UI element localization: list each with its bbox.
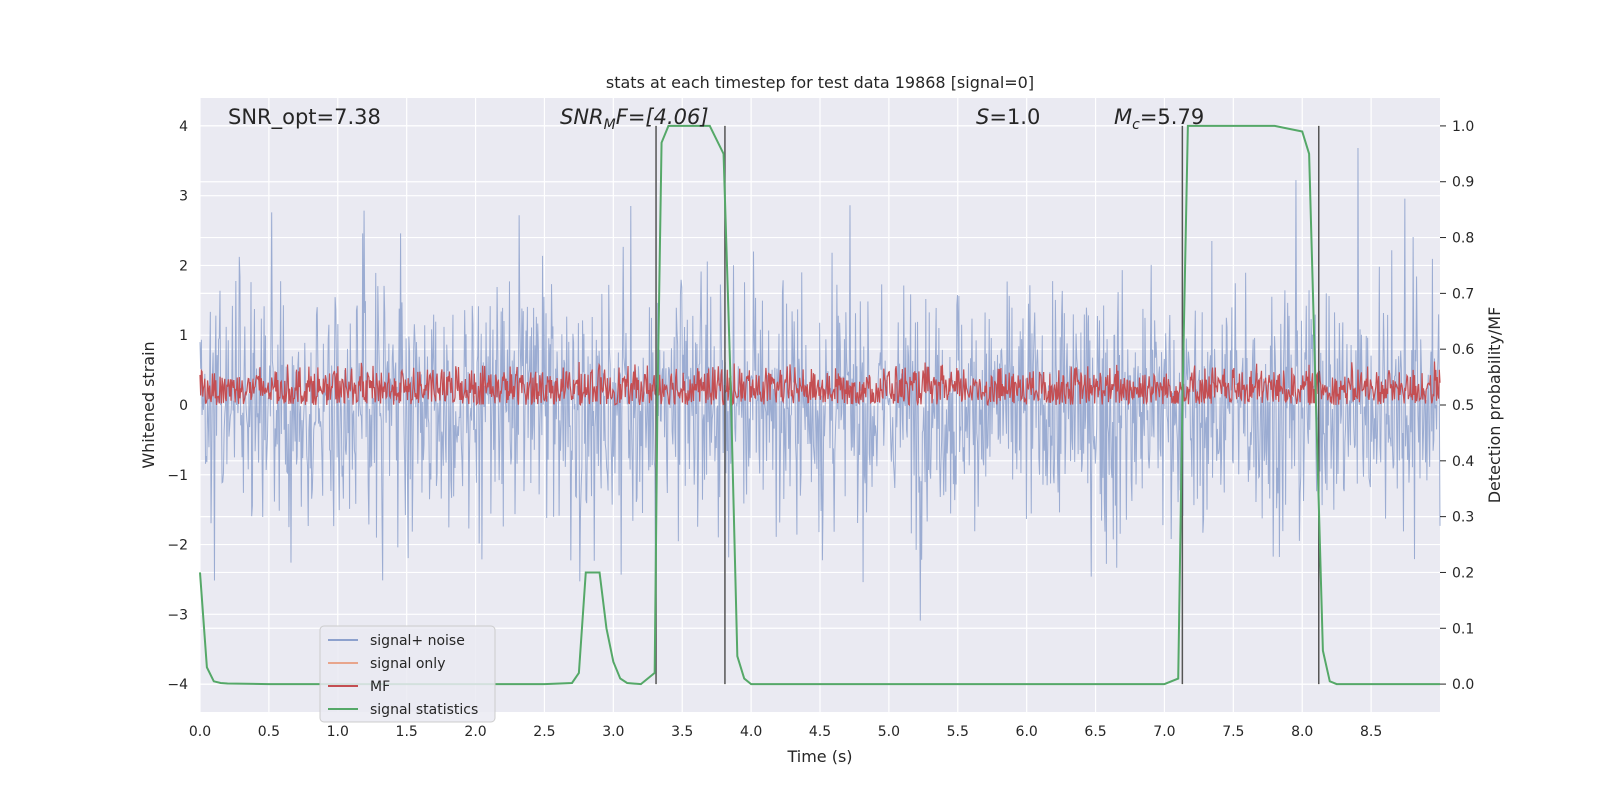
x-tick-label: 5.5 bbox=[947, 724, 969, 740]
legend-label-signal-noise: signal+ noise bbox=[370, 633, 465, 649]
x-tick-label: 6.5 bbox=[1084, 724, 1106, 740]
y-tick-label-left: 2 bbox=[179, 258, 188, 274]
signal-statistics-series bbox=[199, 124, 1440, 686]
legend-label-signal-statistics: signal statistics bbox=[370, 702, 478, 718]
y-tick-label-left: 1 bbox=[179, 328, 188, 344]
annotation-snr-mf-main: SNR bbox=[560, 105, 604, 129]
annotation-s-italic: S bbox=[976, 105, 989, 129]
y-tick-label-right: 0.9 bbox=[1452, 175, 1474, 191]
annotation-snr-mf: SNRMF=[4.06] bbox=[560, 105, 709, 133]
x-tick-label: 8.5 bbox=[1360, 724, 1382, 740]
y-tick-label-right: 0.5 bbox=[1452, 398, 1474, 414]
x-tick-label: 0.5 bbox=[258, 724, 280, 740]
y-tick-label-right: 0.1 bbox=[1452, 621, 1474, 637]
y-tick-label-right: 0.6 bbox=[1452, 342, 1474, 358]
x-tick-label: 3.0 bbox=[602, 724, 624, 740]
annotation-mc-sub: c bbox=[1132, 117, 1140, 133]
chart-title: stats at each timestep for test data 198… bbox=[606, 73, 1034, 92]
y-tick-label-left: 0 bbox=[179, 398, 188, 414]
y-axis-label-right: Detection probability/MF bbox=[1485, 307, 1504, 504]
y-tick-label-left: −2 bbox=[167, 538, 188, 554]
x-tick-label: 2.5 bbox=[533, 724, 555, 740]
x-tick-labels: 0.0 0.5 1.0 1.5 2.0 2.5 3.0 3.5 4.0 4.5 5.0 5.5 6.0 6… bbox=[189, 724, 1382, 740]
x-tick-label: 7.5 bbox=[1222, 724, 1244, 740]
x-axis-label: Time (s) bbox=[786, 747, 852, 766]
legend-label-signal-only: signal only bbox=[370, 656, 445, 672]
mf-line bbox=[199, 361, 1441, 407]
x-tick-label: 4.5 bbox=[809, 724, 831, 740]
annotation-snr-mf-rest: F=[4.06] bbox=[616, 105, 709, 129]
mf-series bbox=[199, 361, 1441, 407]
x-tick-label: 2.0 bbox=[464, 724, 486, 740]
x-tick-label: 8.0 bbox=[1291, 724, 1313, 740]
annotation-mc: Mc=5.79 bbox=[1114, 105, 1204, 133]
signal-statistics-line bbox=[199, 124, 1440, 686]
x-tick-label: 7.0 bbox=[1153, 724, 1175, 740]
y-axis-label-left: Whitened strain bbox=[139, 341, 158, 468]
x-tick-label: 3.5 bbox=[671, 724, 693, 740]
y-tick-label-right: 0.2 bbox=[1452, 565, 1474, 581]
x-tick-label: 1.5 bbox=[396, 724, 418, 740]
x-tick-label: 6.0 bbox=[1016, 724, 1038, 740]
y-tick-label-right: 0.4 bbox=[1452, 454, 1474, 470]
y-tick-label-left: 4 bbox=[179, 119, 188, 135]
x-tick-label: 4.0 bbox=[740, 724, 762, 740]
annotation-mc-italic: M bbox=[1114, 105, 1132, 129]
y-tick-label-left: −4 bbox=[167, 677, 188, 693]
y-tick-label-right: 0.7 bbox=[1452, 286, 1474, 302]
y-tick-label-left: −1 bbox=[167, 468, 188, 484]
y-tick-label-right: 0.0 bbox=[1452, 677, 1474, 693]
y-tick-label-right: 0.3 bbox=[1452, 510, 1474, 526]
y-tick-labels-right: 1.0 0.9 0.8 0.7 0.6 0.5 0.4 0.3 0.2 0.1 0.0 bbox=[1440, 119, 1474, 693]
y-tick-label-right: 1.0 bbox=[1452, 119, 1474, 135]
x-tick-label: 0.0 bbox=[189, 724, 211, 740]
x-tick-label: 5.0 bbox=[878, 724, 900, 740]
annotation-mc-rest: =5.79 bbox=[1140, 105, 1204, 129]
annotation-s-rest: =1.0 bbox=[989, 105, 1040, 129]
y-tick-label-left: −3 bbox=[167, 607, 188, 623]
y-tick-label-left: 3 bbox=[179, 189, 188, 205]
y-tick-labels-left: 4 3 2 1 0 −1 −2 −3 −4 bbox=[167, 119, 188, 693]
annotation-snr-opt: SNR_opt=7.38 bbox=[228, 105, 381, 130]
annotation-s: S=1.0 bbox=[976, 105, 1040, 129]
annotation-snr-mf-sub: M bbox=[604, 117, 616, 133]
legend-label-mf: MF bbox=[370, 679, 390, 695]
legend: signal+ noise signal only MF signal stat… bbox=[319, 625, 496, 723]
legend-box bbox=[319, 625, 496, 723]
y-tick-label-right: 0.8 bbox=[1452, 231, 1474, 247]
x-tick-label: 1.0 bbox=[327, 724, 349, 740]
